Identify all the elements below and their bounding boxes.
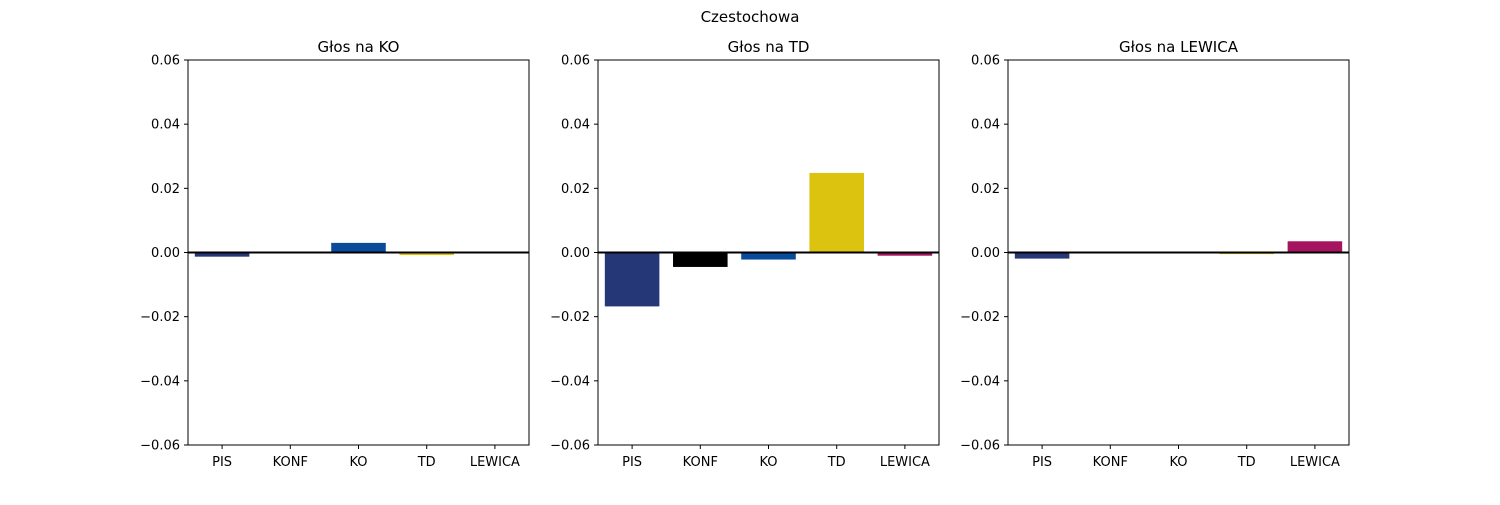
bar-konf [673, 252, 728, 267]
y-tick-label: −0.06 [960, 439, 1000, 454]
panel-title: Głos na KO [318, 38, 400, 56]
y-tick-label: −0.02 [960, 310, 1000, 325]
y-tick-label: −0.06 [140, 439, 180, 454]
x-tick-label: KO [349, 455, 367, 470]
x-tick-label: KONF [273, 455, 308, 470]
y-tick-label: 0.02 [561, 182, 590, 197]
x-tick-label: KO [759, 455, 777, 470]
x-tick-label: KONF [683, 455, 718, 470]
x-tick-label: PIS [212, 455, 232, 470]
bar-pis [194, 252, 250, 257]
bar-pis [604, 252, 660, 307]
y-tick-label: 0.00 [561, 246, 590, 261]
x-tick-label: PIS [1032, 455, 1052, 470]
bar-lewica [877, 252, 933, 256]
y-tick-label: 0.04 [151, 118, 180, 133]
x-tick-label: LEWICA [880, 455, 930, 470]
y-tick-label: 0.04 [971, 118, 1000, 133]
chart-panel-3: −0.06 −0.04 −0.02 0.00 0.02 0.04 0.06 PIS KONF KO… [960, 38, 1350, 470]
panel-title: Głos na TD [728, 38, 810, 56]
bar-td [399, 252, 454, 256]
x-tick-label: PIS [622, 455, 642, 470]
bar-lewica [1287, 241, 1343, 253]
bar-ko [331, 242, 386, 253]
bar-ko [741, 252, 796, 260]
x-tick-label: LEWICA [470, 455, 520, 470]
y-tick-label: −0.04 [960, 374, 1000, 389]
x-tick-label: KONF [1093, 455, 1128, 470]
y-tick-label: 0.06 [561, 54, 590, 69]
y-tick-label: −0.04 [550, 374, 590, 389]
y-tick-label: 0.00 [971, 246, 1000, 261]
x-tick-label: TD [1237, 455, 1256, 470]
y-tick-label: 0.02 [151, 182, 180, 197]
y-tick-label: 0.06 [971, 54, 1000, 69]
chart-panel-2: −0.06 −0.04 −0.02 0.00 0.02 0.04 0.06 PIS KONF KO… [550, 38, 940, 470]
x-tick-label: LEWICA [1290, 455, 1340, 470]
bar-td [809, 172, 864, 253]
y-tick-label: 0.00 [151, 246, 180, 261]
x-tick-label: TD [827, 455, 846, 470]
y-tick-label: −0.06 [550, 439, 590, 454]
bar-pis [1014, 252, 1070, 259]
y-tick-label: −0.04 [140, 374, 180, 389]
y-tick-label: 0.02 [971, 182, 1000, 197]
y-tick-label: 0.06 [151, 54, 180, 69]
y-tick-label: 0.04 [561, 118, 590, 133]
y-tick-label: −0.02 [140, 310, 180, 325]
x-tick-label: KO [1169, 455, 1187, 470]
figure-suptitle: Czestochowa [701, 8, 800, 26]
y-tick-label: −0.02 [550, 310, 590, 325]
chart-panel-1: −0.06 −0.04 −0.02 0.00 0.02 0.04 0.06 PIS KONF KO… [140, 38, 530, 470]
x-tick-label: TD [417, 455, 436, 470]
panel-title: Głos na LEWICA [1119, 38, 1239, 56]
